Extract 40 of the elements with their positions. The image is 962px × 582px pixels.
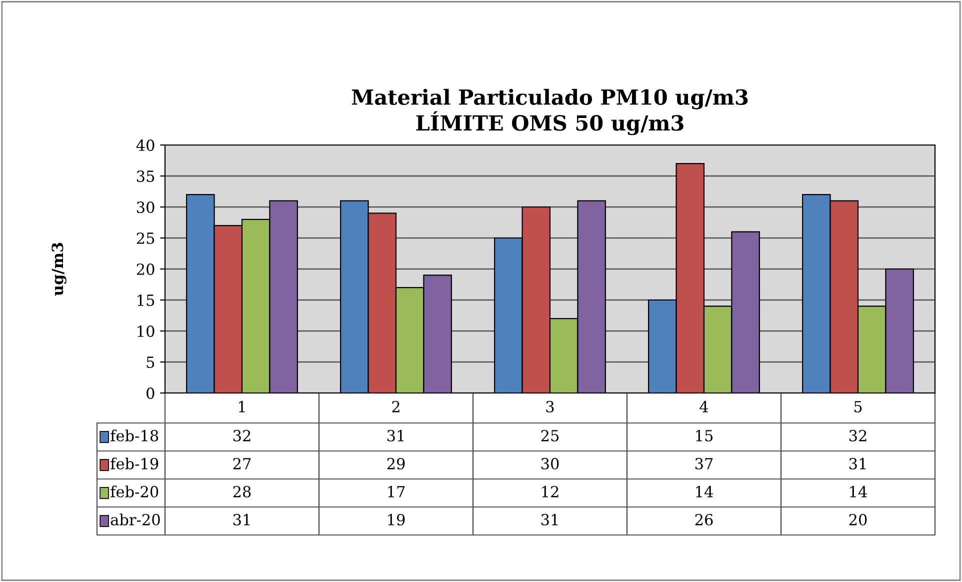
legend-label: feb-20 [110,486,158,498]
y-tick-label: 30 [137,201,154,214]
data-label: 32 [849,430,866,442]
y-tick-label: 5 [146,356,154,368]
y-tick-label: 0 [146,387,154,400]
data-label: 26 [695,514,713,526]
data-label: 31 [541,514,558,526]
x-tick-label: 1 [239,400,245,412]
data-label: 27 [233,458,251,470]
data-label: 32 [233,430,250,442]
data-label: 14 [850,486,867,498]
data-label: 12 [542,486,558,498]
data-label: 31 [233,514,250,526]
y-tick-label: 40 [136,139,154,152]
data-label: 25 [541,430,559,442]
y-tick-label: 35 [137,170,154,182]
legend-label: feb-19 [110,458,158,470]
data-label: 19 [388,514,405,526]
y-tick-label: 25 [136,232,154,244]
y-tick-label: 20 [136,263,154,276]
data-label: 31 [387,430,404,442]
data-label: 17 [388,486,405,498]
y-tick-label: 15 [138,294,154,306]
data-label: 14 [696,486,713,498]
data-label: 37 [695,458,713,470]
data-label: 31 [849,458,866,470]
data-label: 30 [541,458,559,470]
data-label: 20 [849,514,867,526]
x-tick-label: 4 [700,400,708,412]
y-axis-title: ug/m3 [52,242,66,296]
data-label: 15 [696,430,713,442]
legend-label: feb-18 [110,430,158,442]
data-label: 29 [387,458,405,470]
x-tick-label: 2 [392,400,400,412]
x-tick-label: 5 [854,401,862,412]
legend-label: abr-20 [110,514,160,526]
x-tick-label: 3 [546,400,554,412]
chart-title: Material Particulado PM10 ug/m3 LÍMITE OMS 50 ug/m3 [352,88,748,136]
data-label: 28 [233,486,251,498]
y-tick-label: 10 [138,325,154,338]
